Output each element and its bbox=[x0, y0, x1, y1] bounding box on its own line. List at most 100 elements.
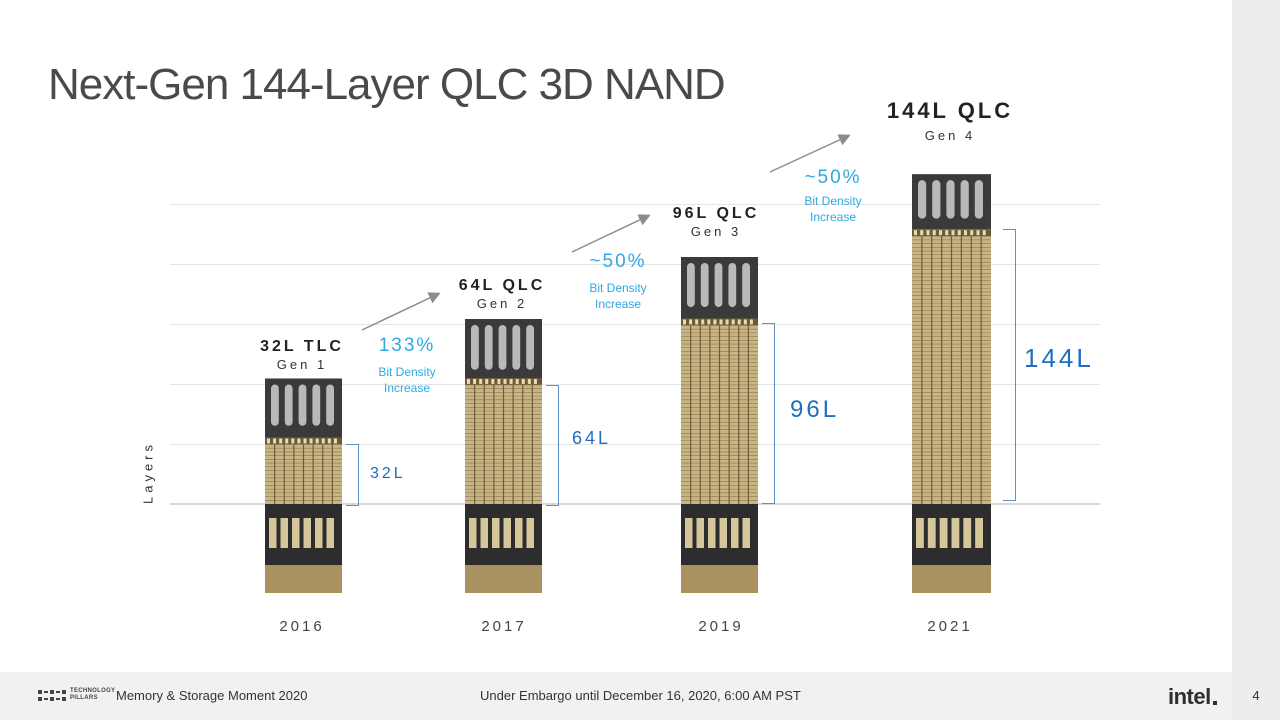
stack-plug bbox=[498, 325, 507, 370]
stack-connector-pin bbox=[719, 319, 723, 325]
stack-connector-pin bbox=[321, 438, 325, 444]
stack-connector-pin bbox=[497, 378, 501, 384]
stack-connector-pin bbox=[503, 378, 507, 384]
nand-stack-gen4 bbox=[912, 155, 991, 593]
stack-connector-pin bbox=[689, 319, 693, 325]
year-gen3: 2019 bbox=[698, 618, 744, 635]
gridline bbox=[170, 444, 1100, 445]
stack-plug bbox=[526, 325, 534, 370]
stack-periphery-contact bbox=[708, 518, 716, 548]
stack-connector-pin bbox=[982, 230, 986, 236]
slide bbox=[0, 0, 1232, 720]
stack-connector-pin bbox=[303, 438, 307, 444]
gridline bbox=[170, 384, 1100, 385]
stack-connector-pin bbox=[731, 319, 735, 325]
stack-connector-pin bbox=[932, 230, 936, 236]
gen1-name: 32L TLC bbox=[260, 338, 344, 355]
gen3-gen: Gen 3 bbox=[690, 224, 742, 239]
stack-periphery-contact bbox=[315, 518, 323, 548]
stack-plug bbox=[298, 384, 307, 426]
stack-connector-pin bbox=[485, 378, 489, 384]
density-note-1a: Bit Density bbox=[378, 365, 436, 379]
stack-periphery-contact bbox=[742, 518, 750, 548]
gen1-gen: Gen 1 bbox=[276, 357, 328, 372]
nand-stack-gen3 bbox=[681, 257, 758, 593]
chart-baseline bbox=[170, 503, 1100, 505]
layer-label-gen1: 32L bbox=[370, 465, 406, 482]
stack-connector-pin bbox=[914, 230, 917, 236]
footer-embargo: Under Embargo until December 16, 2020, 6… bbox=[480, 688, 801, 703]
stack-plug bbox=[687, 263, 695, 308]
stack-plug bbox=[728, 263, 737, 308]
layer-bracket-gen1 bbox=[346, 444, 359, 506]
layer-label-gen4: 144L bbox=[1024, 343, 1094, 373]
stack-periphery-contact bbox=[951, 518, 960, 548]
transition-arrows bbox=[361, 134, 851, 331]
gen3-name: 96L QLC bbox=[672, 205, 760, 222]
density-note-1b: Increase bbox=[383, 381, 431, 395]
stack-connector-pin bbox=[695, 319, 699, 325]
stack-plug bbox=[484, 325, 493, 370]
stack-periphery-contact bbox=[939, 518, 948, 548]
stack-svg bbox=[912, 174, 991, 593]
stack-connector-pin bbox=[467, 378, 470, 384]
stack-periphery-contact bbox=[303, 518, 311, 548]
gen4-name: 144L QLC bbox=[886, 98, 1014, 123]
stack-plug bbox=[974, 180, 983, 219]
intel-logo: intel bbox=[1168, 684, 1211, 709]
stack-periphery-contact bbox=[927, 518, 936, 548]
stack-periphery-contact bbox=[326, 518, 334, 548]
density-pct-1: 133% bbox=[378, 335, 436, 356]
stack-connector-pin bbox=[920, 230, 924, 236]
stack-connector-pin bbox=[926, 230, 930, 236]
stack-connector-pin bbox=[743, 319, 747, 325]
stack-substrate bbox=[465, 565, 542, 593]
gen2-gen: Gen 2 bbox=[476, 296, 528, 311]
stack-plug bbox=[284, 384, 293, 426]
stack-svg bbox=[265, 378, 342, 593]
stack-connector-pin bbox=[970, 230, 974, 236]
gridline bbox=[170, 264, 1100, 265]
arrow-gen3-gen4 bbox=[769, 134, 851, 173]
gridline bbox=[170, 324, 1100, 325]
stack-periphery-contact bbox=[526, 518, 534, 548]
stack-connector-pin bbox=[701, 319, 705, 325]
stack-connector-pin bbox=[939, 230, 942, 236]
footer-bar bbox=[0, 672, 1232, 720]
stack-periphery-contact bbox=[731, 518, 739, 548]
stack-plug bbox=[742, 263, 750, 308]
stack-periphery-contact bbox=[292, 518, 300, 548]
nand-stack-gen2 bbox=[465, 319, 542, 593]
stack-svg bbox=[681, 257, 758, 593]
stack-connector-pin bbox=[737, 319, 741, 325]
stack-svg bbox=[465, 319, 542, 593]
density-pct-3: ~50% bbox=[804, 167, 862, 188]
stack-connector-pin bbox=[473, 378, 477, 384]
gen4-gen: Gen 4 bbox=[924, 128, 976, 143]
stack-plug bbox=[714, 263, 723, 308]
density-note-2b: Increase bbox=[594, 297, 642, 311]
density-pct-2: ~50% bbox=[589, 251, 647, 272]
stack-periphery-contact bbox=[280, 518, 288, 548]
stack-connector-pin bbox=[267, 438, 270, 444]
intel-logo-dot bbox=[1213, 701, 1217, 705]
stack-periphery-contact bbox=[469, 518, 477, 548]
layer-label-gen2: 64L bbox=[572, 428, 612, 448]
stack-connector-pin bbox=[976, 230, 980, 236]
stack-connector-pin bbox=[749, 319, 753, 325]
layer-bracket-gen4 bbox=[1003, 229, 1016, 501]
stack-periphery-contact bbox=[480, 518, 488, 548]
stack-connector-pin bbox=[957, 230, 961, 236]
stack-periphery-contact bbox=[492, 518, 500, 548]
stack-connector-pin bbox=[333, 438, 337, 444]
stack-connector-pin bbox=[515, 378, 519, 384]
side-strip bbox=[1232, 0, 1280, 720]
stack-connector-pin bbox=[951, 230, 955, 236]
gridline bbox=[170, 204, 1100, 205]
year-gen1: 2016 bbox=[279, 618, 325, 635]
stack-plug bbox=[960, 180, 969, 219]
arrow-gen2-gen3 bbox=[571, 214, 651, 253]
stack-connector-pin bbox=[285, 438, 289, 444]
stack-plug bbox=[312, 384, 321, 426]
stack-plug bbox=[326, 384, 334, 426]
